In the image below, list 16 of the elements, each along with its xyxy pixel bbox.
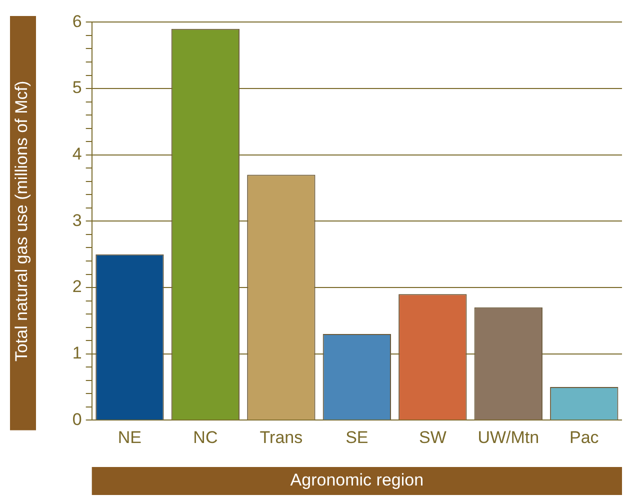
x-tick-label: Pac (569, 428, 600, 448)
y-tick-label: 2 (72, 277, 82, 296)
x-tick-label: SE (346, 428, 368, 448)
x-tick-label: Trans (260, 428, 303, 448)
y-tick-label: 0 (72, 410, 82, 429)
y-tick-label: 5 (72, 78, 82, 98)
x-tick-label: UW/Mtn (478, 428, 540, 448)
y-tick-label: 3 (72, 210, 82, 230)
x-tick-label: SW (418, 428, 446, 448)
y-tick-label: 6 (72, 12, 82, 31)
y-axis-title: Total natural gas use (millions of Mcf) (12, 80, 31, 362)
x-tick-label: NC (193, 428, 218, 448)
y-tick-label: 4 (72, 144, 82, 164)
x-tick-label: NE (118, 428, 142, 448)
x-axis-title: Agronomic region (290, 470, 424, 490)
y-tick-label: 1 (72, 344, 82, 363)
